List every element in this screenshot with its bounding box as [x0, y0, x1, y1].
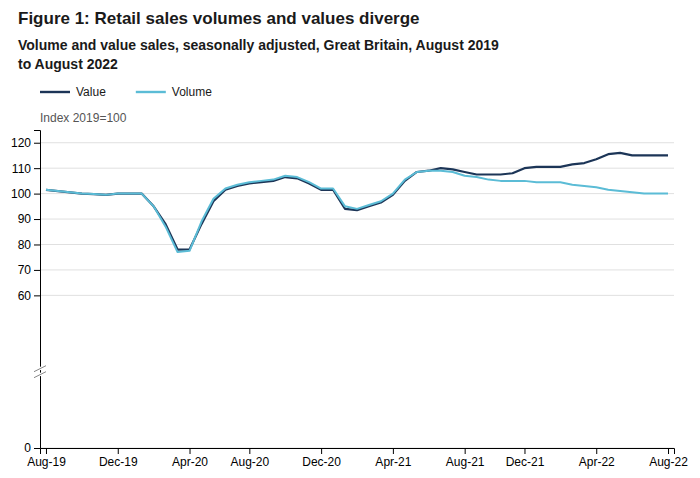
y-tick: 100	[11, 187, 40, 201]
y-tick-mark	[34, 244, 40, 245]
y-tick-mark	[34, 219, 40, 220]
y-axis-line	[34, 131, 41, 449]
y-tick-label: 80	[18, 238, 32, 252]
y-tick-label: 60	[18, 289, 32, 303]
y-tick: 60	[18, 289, 40, 303]
chart: Figure 1: Retail sales volumes and value…	[0, 0, 700, 478]
grid-line	[40, 219, 674, 220]
y-tick-label: 90	[18, 212, 32, 226]
y-tick-mark	[34, 448, 40, 449]
axis-break-bg	[34, 366, 46, 372]
axis-break-bg	[34, 372, 46, 378]
legend-item: Value	[40, 85, 106, 99]
subtitle: Volume and value sales, seasonally adjus…	[18, 37, 499, 53]
grid-line	[40, 244, 674, 245]
legend-item: Volume	[136, 85, 212, 99]
x-tick-label: Dec-21	[506, 455, 545, 469]
x-tick-mark	[190, 448, 191, 454]
x-tick-label: Aug-20	[230, 455, 269, 469]
legend-label: Volume	[172, 85, 212, 99]
y-tick-label: 110	[12, 162, 31, 176]
y-tick: 110	[12, 162, 40, 176]
y-tick: 0	[24, 441, 40, 455]
x-tick: Dec-20	[302, 448, 341, 469]
y-tick-label: 0	[24, 441, 31, 455]
grid	[40, 143, 674, 448]
y-tick: 120	[11, 136, 40, 150]
y-tick-label: 70	[18, 263, 32, 277]
y-tick: 70	[18, 263, 40, 277]
axis-break	[34, 366, 46, 378]
x-axis-line	[41, 449, 675, 455]
x-tick-mark	[46, 448, 47, 454]
x-tick-mark	[321, 448, 322, 454]
line-series	[46, 171, 668, 252]
line-series	[46, 153, 668, 250]
x-tick-mark	[118, 448, 119, 454]
x-tick-label: Apr-20	[172, 455, 208, 469]
x-tick: Aug-19	[27, 448, 66, 469]
grid-line	[40, 142, 674, 143]
x-tick-mark	[668, 448, 669, 454]
legend: Value Volume	[40, 85, 212, 99]
legend-label: Value	[76, 85, 106, 99]
x-tick-label: Aug-21	[446, 455, 485, 469]
y-tick: 90	[18, 212, 40, 226]
y-tick-mark	[34, 270, 40, 271]
x-tick-label: Aug-22	[649, 455, 688, 469]
y-axis-label: Index 2019=100	[40, 111, 127, 125]
x-tick: Aug-21	[446, 448, 485, 469]
x-axis: Aug-19 Dec-19 Apr-20 Aug-20 Dec-20 Apr-21 Aug-…	[27, 448, 688, 469]
y-tick-mark	[34, 295, 40, 296]
x-tick-label: Apr-22	[579, 455, 615, 469]
legend-swatch	[40, 91, 70, 93]
x-tick-mark	[596, 448, 597, 454]
x-tick: Apr-20	[172, 448, 208, 469]
x-tick-mark	[249, 448, 250, 454]
lines	[46, 153, 668, 252]
legend-swatch	[136, 91, 166, 93]
x-tick-label: Dec-20	[302, 455, 341, 469]
grid-line	[40, 295, 674, 296]
grid-line	[40, 168, 674, 169]
y-tick-mark	[34, 194, 40, 195]
y-tick-mark	[34, 143, 40, 144]
y-tick-label: 120	[11, 136, 31, 150]
subtitle: to August 2022	[18, 56, 118, 72]
x-tick: Aug-22	[649, 448, 688, 469]
plot-area: 060708090100110120Aug-19Dec-19Apr-20Aug-…	[11, 111, 688, 469]
y-axis: 0 60 70 80 90 100 110 120	[11, 131, 41, 456]
x-tick-mark	[524, 448, 525, 454]
x-tick: Apr-22	[579, 448, 615, 469]
y-tick-label: 100	[11, 187, 31, 201]
axis-break-mark	[34, 372, 46, 378]
x-tick-label: Aug-19	[27, 455, 66, 469]
x-tick: Dec-19	[99, 448, 138, 469]
title: Figure 1: Retail sales volumes and value…	[18, 9, 420, 28]
x-tick-mark	[393, 448, 394, 454]
y-tick: 80	[18, 238, 40, 252]
x-tick: Aug-20	[230, 448, 269, 469]
x-tick-label: Apr-21	[375, 455, 411, 469]
axis-break-mark	[34, 366, 46, 372]
grid-line	[40, 269, 674, 270]
x-tick: Dec-21	[506, 448, 545, 469]
x-tick-label: Dec-19	[99, 455, 138, 469]
x-tick: Apr-21	[375, 448, 411, 469]
y-tick-mark	[34, 168, 40, 169]
x-tick-mark	[465, 448, 466, 454]
